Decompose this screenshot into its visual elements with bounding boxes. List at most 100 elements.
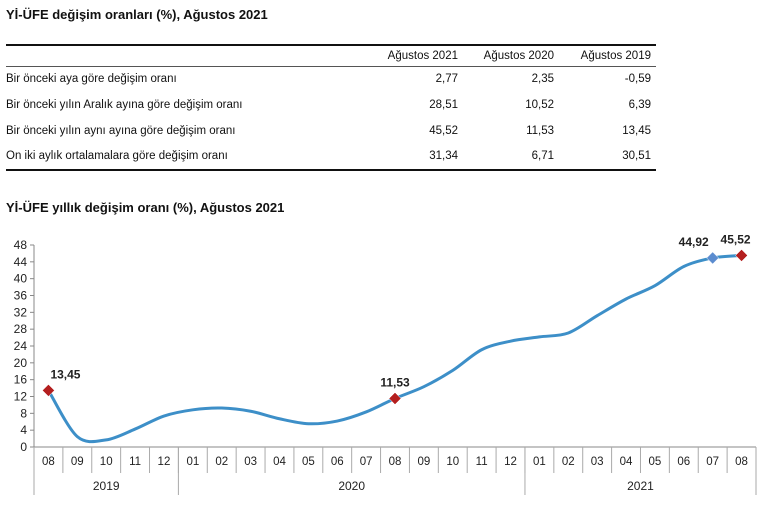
x-tick-label: 03	[244, 456, 257, 468]
data-point	[509, 339, 512, 343]
table-row: Bir önceki yılın aynı ayına göre değişim…	[6, 125, 656, 151]
data-point	[538, 335, 541, 339]
cell-value: 45,52	[429, 125, 458, 137]
x-tick-label: 10	[446, 456, 459, 468]
x-tick-label: 02	[562, 456, 575, 468]
data-label: 13,45	[50, 367, 80, 381]
data-point	[567, 331, 570, 335]
y-tick-label: 48	[14, 238, 28, 252]
y-tick-label: 16	[14, 373, 28, 387]
y-tick-label: 24	[14, 339, 28, 353]
header-aug-2019: Ağustos 2019	[580, 50, 651, 62]
highlight-marker	[388, 392, 402, 405]
data-point	[220, 406, 223, 410]
y-tick-label: 20	[14, 356, 28, 370]
data-label: 11,53	[380, 375, 410, 389]
row-label: On iki aylık ortalamalara göre değişim o…	[6, 150, 228, 162]
table-row: On iki aylık ortalamalara göre değişim o…	[6, 150, 656, 176]
data-label: 45,52	[721, 232, 751, 246]
x-tick-label: 07	[706, 456, 719, 468]
row-label: Bir önceki aya göre değişim oranı	[6, 73, 177, 85]
data-point	[451, 369, 454, 372]
table-row: Bir önceki aya göre değişim oranı 2,77 2…	[6, 73, 656, 99]
x-tick-label: 09	[417, 456, 430, 468]
x-tick-label: 01	[533, 456, 546, 468]
cell-value: 28,51	[429, 99, 458, 111]
y-tick-label: 8	[20, 406, 27, 420]
x-tick-label: 10	[100, 456, 113, 468]
data-point	[422, 385, 426, 388]
data-point	[595, 314, 599, 317]
table-top-rule	[6, 44, 656, 46]
data-point	[480, 348, 483, 351]
data-point	[76, 435, 79, 438]
header-aug-2020: Ağustos 2020	[483, 50, 554, 62]
data-point	[682, 265, 685, 268]
data-point	[105, 438, 108, 442]
x-tick-label: 08	[42, 456, 55, 468]
data-point	[624, 297, 628, 301]
x-tick-label: 04	[273, 456, 286, 468]
cell-value: 13,45	[622, 125, 651, 137]
x-tick-label: 11	[476, 456, 488, 468]
data-point	[653, 284, 657, 287]
row-label: Bir önceki yılın Aralık ayına göre değiş…	[6, 99, 243, 111]
x-tick-label: 05	[302, 456, 315, 468]
data-point	[249, 410, 252, 413]
cell-value: 6,39	[628, 99, 651, 111]
data-label: 44,92	[679, 235, 709, 249]
cell-value: 31,34	[429, 150, 458, 162]
y-tick-label: 12	[14, 390, 28, 404]
x-tick-label: 11	[129, 456, 141, 468]
data-point	[307, 422, 310, 425]
table-row: Bir önceki yılın Aralık ayına göre değiş…	[6, 99, 656, 125]
y-tick-label: 40	[14, 272, 28, 286]
highlight-marker	[706, 251, 720, 265]
y-tick-label: 36	[14, 289, 28, 303]
cell-value: 11,53	[526, 125, 554, 137]
x-tick-label: 06	[331, 456, 344, 468]
series-line	[47, 253, 742, 444]
data-point	[278, 417, 281, 420]
y-tick-label: 44	[14, 255, 28, 269]
table-title: Yİ-ÜFE değişim oranları (%), Ağustos 202…	[6, 7, 268, 22]
cell-value: -0,59	[624, 73, 651, 85]
data-point	[162, 414, 166, 418]
table-header-rule	[6, 66, 656, 67]
data-point	[191, 408, 195, 411]
x-tick-label: 07	[360, 456, 373, 468]
cell-value: 2,35	[531, 73, 554, 85]
cell-value: 30,51	[622, 150, 651, 162]
data-point	[336, 419, 339, 423]
year-label: 2021	[627, 479, 654, 493]
y-tick-label: 0	[20, 440, 27, 454]
x-tick-label: 06	[677, 456, 690, 468]
x-tick-label: 12	[504, 456, 517, 468]
year-label: 2020	[338, 479, 365, 493]
data-point	[364, 410, 368, 414]
x-tick-label: 09	[71, 456, 84, 468]
highlight-marker	[42, 384, 55, 397]
x-tick-label: 03	[591, 456, 604, 468]
data-point	[133, 427, 137, 431]
highlight-marker	[735, 249, 748, 262]
header-aug-2021: Ağustos 2021	[387, 50, 458, 62]
year-label: 2019	[93, 479, 120, 493]
y-tick-label: 4	[20, 423, 27, 437]
x-tick-label: 08	[735, 456, 748, 468]
table-bottom-rule	[6, 169, 656, 171]
x-tick-label: 02	[215, 456, 228, 468]
y-tick-label: 28	[14, 322, 28, 336]
x-tick-label: 05	[649, 456, 662, 468]
x-tick-label: 01	[186, 456, 199, 468]
x-tick-label: 08	[389, 456, 402, 468]
chart-title: Yİ-ÜFE yıllık değişim oranı (%), Ağustos…	[6, 200, 285, 215]
x-tick-label: 12	[158, 456, 171, 468]
cell-value: 6,71	[531, 150, 554, 162]
y-tick-label: 32	[14, 305, 28, 319]
x-tick-label: 04	[620, 456, 633, 468]
cell-value: 10,52	[525, 99, 554, 111]
cell-value: 2,77	[435, 73, 458, 85]
row-label: Bir önceki yılın aynı ayına göre değişim…	[6, 125, 236, 137]
